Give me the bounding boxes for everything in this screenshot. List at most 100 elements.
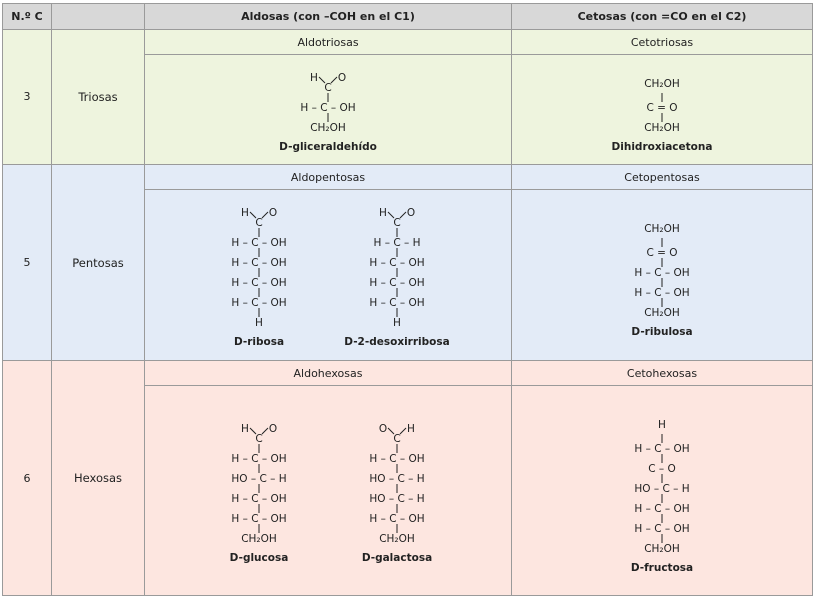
- structure-label: D-2-desoxirribosa: [344, 336, 450, 349]
- chain-line: HO – C – H: [634, 483, 689, 495]
- bond: [387, 427, 395, 435]
- header-cetosas: Cetosas (con =CO en el C2): [511, 3, 813, 30]
- header-name: [51, 3, 145, 30]
- nc-cell: 5: [2, 163, 52, 362]
- structure-label: D-ribulosa: [631, 326, 693, 339]
- header-nc: N.º C: [2, 3, 52, 30]
- chain-line: H – C – OH: [231, 257, 286, 269]
- chain-line: H – C – OH: [231, 513, 286, 525]
- carbon: C: [255, 217, 262, 229]
- bond: [261, 427, 269, 435]
- bottom-group: CH₂OH: [241, 533, 277, 545]
- monosaccharides-table: N.º C Aldosas (con –COH en el C1) Cetosa…: [2, 3, 813, 596]
- aldehyde-h: H: [379, 207, 387, 219]
- carbon: C: [393, 217, 400, 229]
- chain-line: C = O: [646, 247, 677, 259]
- nc-cell: 6: [2, 360, 52, 596]
- pentosas-subheader-row: 5 Pentosas Aldopentosas Cetopentosas: [2, 163, 813, 362]
- bond: [249, 211, 257, 219]
- structure-label: D-galactosa: [361, 551, 433, 564]
- structure: CH₂OH C = O H – C – OH H – C – OH CH₂OH D-rib…: [607, 212, 717, 338]
- aldehyde-o: O: [269, 423, 277, 435]
- bottom-group: CH₂OH: [379, 533, 415, 545]
- bond: [399, 427, 407, 435]
- bottom-group: CH₂OH: [644, 543, 680, 555]
- bottom-group: H: [255, 317, 263, 329]
- top-group: CH₂OH: [644, 78, 680, 90]
- chain-line: H – C – OH: [634, 503, 689, 515]
- carbon: C: [255, 433, 262, 445]
- chain-line: H – C – H: [374, 237, 421, 249]
- bond: [387, 211, 395, 219]
- chain-line: HO – C – H: [369, 473, 424, 485]
- ceto-subheader: Cetopentosas: [511, 163, 813, 191]
- structure-diagram: H OC H – C – OH CH₂OH: [300, 72, 355, 134]
- chain-line: H – C – OH: [369, 453, 424, 465]
- bottom-group: CH₂OH: [644, 307, 680, 319]
- bottom-group: CH₂OH: [644, 122, 680, 134]
- chain-line: H – C – OH: [231, 493, 286, 505]
- triosas-subheader-row: 3 Triosas Aldotriosas Cetotriosas: [2, 28, 813, 165]
- structure-diagram: O HC H – C – OH HO – C – H HO – C – H H – C –…: [369, 423, 424, 545]
- top-group: H: [658, 419, 666, 431]
- nc-cell: 3: [2, 29, 52, 165]
- ceto-structures: CH₂OH C = O H – C – OH H – C – OH CH₂OH D-rib…: [511, 189, 813, 362]
- structure-label: D-gliceraldehído: [279, 140, 377, 153]
- chain-line: H – C – OH: [634, 443, 689, 455]
- chain-line: H – C – OH: [634, 523, 689, 535]
- bottom-group: H: [393, 317, 401, 329]
- chain-line: C – O: [648, 463, 676, 475]
- group-name: Pentosas: [51, 163, 145, 362]
- chain-line: C = O: [646, 102, 677, 114]
- aldehyde-h: H: [241, 423, 249, 435]
- structure-label: D-ribosa: [233, 336, 285, 349]
- chain-line: H – C – OH: [231, 453, 286, 465]
- chain-line: H – C – OH: [634, 267, 689, 279]
- aldehyde-o: O: [407, 207, 415, 219]
- chain-line: HO – C – H: [231, 473, 286, 485]
- aldehyde-o: O: [338, 72, 346, 84]
- aldehyde-o: O: [379, 423, 387, 435]
- chain-line: H – C – OH: [634, 287, 689, 299]
- ceto-structures: CH₂OH C = O CH₂OH Dihidroxiacetona: [511, 54, 813, 165]
- ceto-subheader: Cetohexosas: [511, 360, 813, 387]
- carbon: C: [324, 82, 331, 94]
- carbon: C: [393, 433, 400, 445]
- chain-line: H – C – OH: [369, 257, 424, 269]
- aldehyde-h: H: [310, 72, 318, 84]
- chain-line: H – C – OH: [231, 277, 286, 289]
- chain-line: H – C – OH: [369, 297, 424, 309]
- structure-diagram: H OC H – C – H H – C – OH H – C – OH H – C – …: [369, 207, 424, 329]
- structure: CH₂OH C = O CH₂OH Dihidroxiacetona: [607, 67, 717, 153]
- structure-label: D-glucosa: [229, 551, 289, 564]
- aldehyde-h: H: [241, 207, 249, 219]
- structure-label: Dihidroxiacetona: [611, 140, 713, 153]
- bond: [399, 211, 407, 219]
- aldo-subheader: Aldopentosas: [144, 163, 512, 191]
- chain-line: H – C – OH: [231, 297, 286, 309]
- chain-line: H – C – OH: [231, 237, 286, 249]
- group-name: Hexosas: [51, 360, 145, 596]
- structure-diagram: CH₂OH C = O CH₂OH: [644, 78, 680, 134]
- header-aldosas: Aldosas (con –COH en el C1): [144, 3, 512, 30]
- structure-label: D-fructosa: [630, 561, 694, 574]
- structure-diagram: H OC H – C – OH HO – C – H H – C – OH H – C –…: [231, 423, 286, 545]
- group-name: Triosas: [51, 29, 145, 165]
- ceto-structures: H H – C – OH C – O HO – C – H H – C – OH H – …: [511, 385, 813, 596]
- structure-diagram: H H – C – OH C – O HO – C – H H – C – OH H – …: [634, 419, 689, 555]
- bottom-group: CH₂OH: [310, 122, 346, 134]
- chain-line: H – C – OH: [369, 277, 424, 289]
- aldo-subheader: Aldohexosas: [144, 360, 512, 387]
- structure: H H – C – OH C – O HO – C – H H – C – OH H – …: [607, 408, 717, 574]
- chain-line: H – C – OH: [369, 513, 424, 525]
- bond: [261, 211, 269, 219]
- top-group: CH₂OH: [644, 223, 680, 235]
